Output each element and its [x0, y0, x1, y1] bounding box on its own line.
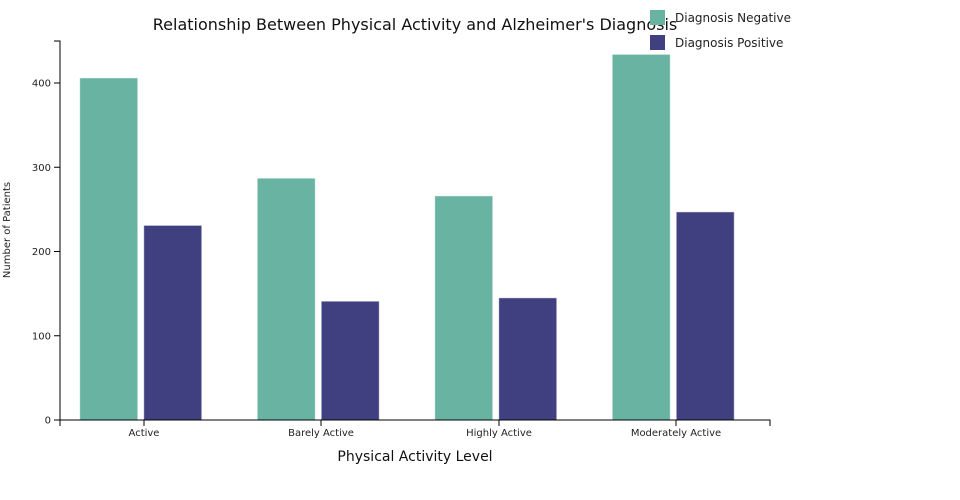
legend-swatch [650, 35, 665, 50]
x-tick-label: Barely Active [288, 428, 354, 439]
x-axis-title: Physical Activity Level [337, 449, 492, 465]
bar-diagnosis-positive-highly-active [498, 297, 558, 421]
legend-label: Diagnosis Positive [675, 36, 783, 50]
bar-diagnosis-negative-barely-active [256, 177, 316, 421]
bar-diagnosis-negative-active [79, 77, 139, 421]
x-tick-label: Active [129, 428, 160, 439]
chart-title: Relationship Between Physical Activity a… [153, 15, 678, 34]
y-tick-label: 400 [32, 79, 51, 90]
bar-diagnosis-positive-barely-active [320, 300, 380, 421]
x-axis-line [59, 419, 771, 426]
legend-label: Diagnosis Negative [675, 11, 791, 25]
y-tick-label: 100 [32, 331, 51, 342]
y-tick-label: 0 [45, 416, 51, 427]
bars [79, 53, 735, 421]
y-tick-label: 200 [32, 247, 51, 258]
x-axis: Active Barely Active Highly Active Moderate… [59, 419, 771, 439]
legend: Diagnosis Negative Diagnosis Positive [650, 10, 791, 50]
x-tick-label: Moderately Active [631, 428, 721, 439]
bar-diagnosis-positive-moderately-active [675, 211, 735, 421]
bar-diagnosis-positive-active [143, 224, 203, 421]
x-tick-label: Highly Active [466, 428, 532, 439]
y-axis: 0 100 200 300 400 [32, 40, 61, 427]
legend-swatch [650, 10, 665, 25]
y-axis-title: Number of Patients [2, 182, 13, 278]
y-axis-line [54, 40, 61, 421]
y-tick-label: 300 [32, 163, 51, 174]
bar-diagnosis-negative-moderately-active [611, 53, 671, 421]
bar-diagnosis-negative-highly-active [434, 195, 494, 421]
